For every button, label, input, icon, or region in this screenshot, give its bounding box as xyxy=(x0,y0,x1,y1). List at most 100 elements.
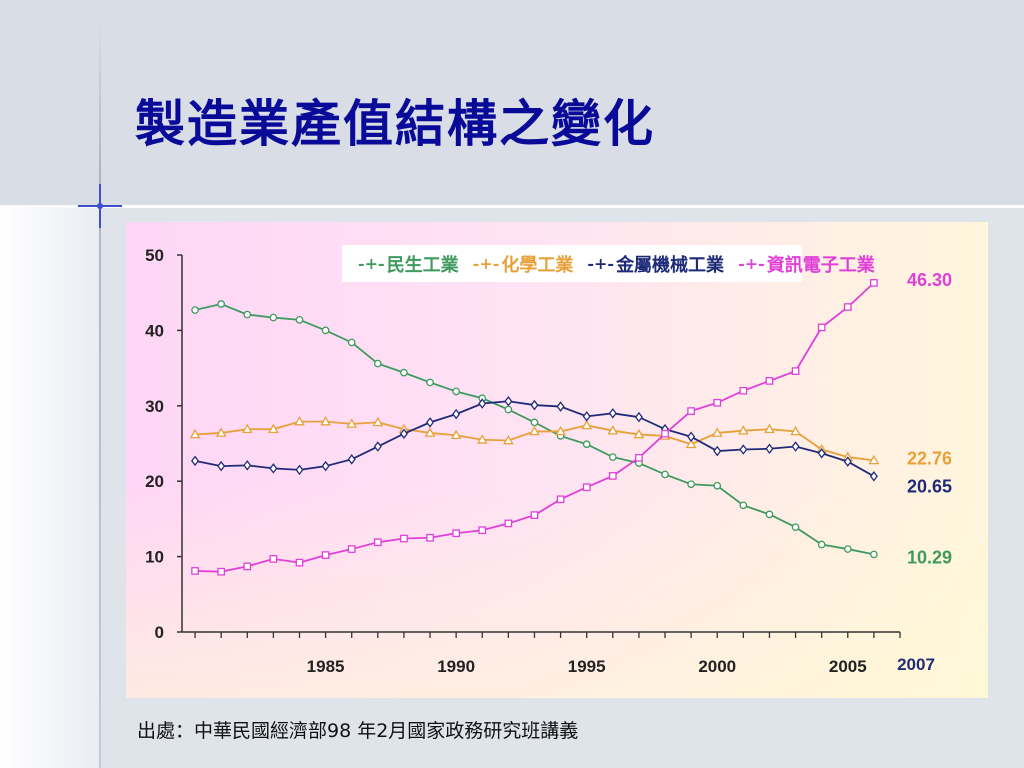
y-tick-label: 30 xyxy=(145,397,164,416)
data-point xyxy=(189,428,201,439)
data-point xyxy=(608,453,617,461)
data-point xyxy=(217,300,226,308)
y-tick-label: 0 xyxy=(155,623,164,642)
data-point xyxy=(607,425,619,435)
source-citation: 出處：中華民國經濟部98 年2月國家政務研究班講義 xyxy=(137,720,579,742)
legend-label: 資訊電子工業 xyxy=(766,254,875,276)
data-point xyxy=(843,456,852,467)
y-tick-label: 20 xyxy=(145,472,164,491)
cross-sparkle-icon xyxy=(78,184,122,228)
legend-marker-icon: -+- xyxy=(738,254,765,273)
data-point xyxy=(476,434,488,444)
data-point xyxy=(791,367,800,375)
data-point xyxy=(217,567,226,576)
data-point xyxy=(295,558,304,567)
decorative-vertical-line xyxy=(99,20,101,768)
data-point xyxy=(347,338,356,347)
data-point xyxy=(790,425,801,436)
data-point xyxy=(530,399,539,411)
data-point xyxy=(739,444,748,455)
data-point xyxy=(556,495,565,504)
data-point xyxy=(269,555,278,563)
data-point xyxy=(687,431,696,442)
data-point xyxy=(191,567,199,575)
x-tick-label: 1990 xyxy=(437,657,475,676)
y-tick-label: 40 xyxy=(145,321,164,340)
data-point xyxy=(504,405,513,414)
data-point xyxy=(321,551,330,559)
legend-item: -+- 資訊電子工業 xyxy=(738,251,875,277)
data-point xyxy=(243,562,252,571)
data-point xyxy=(268,423,279,434)
data-point xyxy=(373,359,382,368)
series-end-label: 20.65 xyxy=(907,476,952,496)
data-point xyxy=(582,411,591,422)
data-point xyxy=(765,510,774,519)
legend-marker-icon: -+- xyxy=(472,254,500,273)
data-point xyxy=(633,428,645,439)
legend-label: 化學工業 xyxy=(501,254,574,276)
data-point xyxy=(738,425,749,435)
data-point xyxy=(320,416,331,426)
legend-item: -+- 化學工業 xyxy=(473,251,574,277)
data-point xyxy=(739,501,748,510)
data-point xyxy=(373,538,382,547)
data-point xyxy=(346,418,358,428)
series-line xyxy=(194,400,875,478)
data-point xyxy=(295,315,304,324)
data-point xyxy=(634,411,643,423)
data-point xyxy=(582,440,591,449)
data-point xyxy=(870,279,878,287)
data-point xyxy=(399,428,408,439)
data-point xyxy=(400,368,408,377)
slide-title: 製造業產值結構之變化 xyxy=(135,94,655,153)
data-point xyxy=(791,441,800,452)
data-point xyxy=(452,408,461,420)
legend-label: 民生工業 xyxy=(386,254,459,276)
data-point xyxy=(817,540,826,549)
data-point xyxy=(243,310,252,319)
data-point xyxy=(685,438,697,449)
x-tick-label: 1985 xyxy=(307,657,345,676)
data-point xyxy=(868,454,880,465)
data-point xyxy=(713,445,722,457)
data-point xyxy=(687,407,695,415)
data-point xyxy=(450,429,462,440)
data-point xyxy=(426,378,434,387)
data-point xyxy=(661,470,669,479)
data-point xyxy=(711,427,723,437)
decorative-horizontal-line xyxy=(0,205,1024,208)
data-point xyxy=(452,529,460,538)
data-point xyxy=(269,463,278,474)
y-tick-label: 10 xyxy=(145,548,164,567)
series-end-label: 46.30 xyxy=(907,270,952,290)
legend-label: 金屬機械工業 xyxy=(616,254,725,276)
data-point xyxy=(765,443,774,455)
x-tick-label: 1995 xyxy=(568,657,606,676)
legend-marker-icon: -+- xyxy=(358,254,385,273)
data-point xyxy=(294,416,305,426)
legend-marker-icon: -+- xyxy=(587,254,615,273)
data-point xyxy=(608,472,617,480)
x-tick-label: 2000 xyxy=(698,657,736,676)
x-tick-label: 2007 xyxy=(897,655,935,674)
data-point xyxy=(426,533,434,542)
line-chart: 0 10 20 30 40 50 1985 1990 1995 2000 2005 2007 10.29… xyxy=(145,246,952,676)
data-point xyxy=(504,519,513,528)
data-point xyxy=(478,398,487,409)
data-point xyxy=(191,306,199,314)
data-point xyxy=(241,423,253,434)
data-point xyxy=(791,523,800,532)
x-tick-label: 2005 xyxy=(829,657,867,676)
legend-item: -+- 金屬機械工業 xyxy=(587,251,724,277)
data-point xyxy=(870,550,878,559)
series-end-label: 22.76 xyxy=(907,448,952,468)
data-point xyxy=(635,453,643,462)
data-point xyxy=(347,545,356,553)
data-point xyxy=(817,448,826,459)
data-point xyxy=(869,471,878,482)
data-point xyxy=(843,303,852,311)
data-point xyxy=(530,418,539,427)
data-point xyxy=(295,464,304,476)
data-point xyxy=(243,460,252,471)
